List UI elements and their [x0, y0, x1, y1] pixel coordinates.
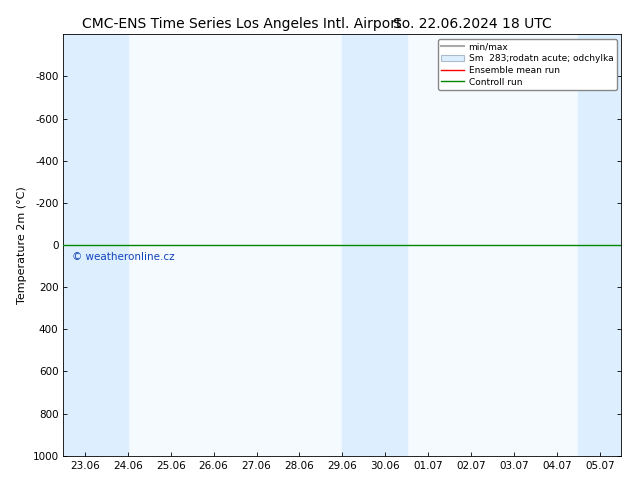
Text: © weatheronline.cz: © weatheronline.cz	[72, 252, 174, 262]
Bar	[578, 34, 621, 456]
Text: So. 22.06.2024 18 UTC: So. 22.06.2024 18 UTC	[393, 17, 552, 31]
Legend: min/max, Sm  283;rodatn acute; odchylka, Ensemble mean run, Controll run: min/max, Sm 283;rodatn acute; odchylka, …	[438, 39, 617, 90]
Y-axis label: Temperature 2m (°C): Temperature 2m (°C)	[17, 186, 27, 304]
Bar	[342, 34, 407, 456]
Text: CMC-ENS Time Series Los Angeles Intl. Airport: CMC-ENS Time Series Los Angeles Intl. Ai…	[82, 17, 402, 31]
Bar	[63, 34, 128, 456]
